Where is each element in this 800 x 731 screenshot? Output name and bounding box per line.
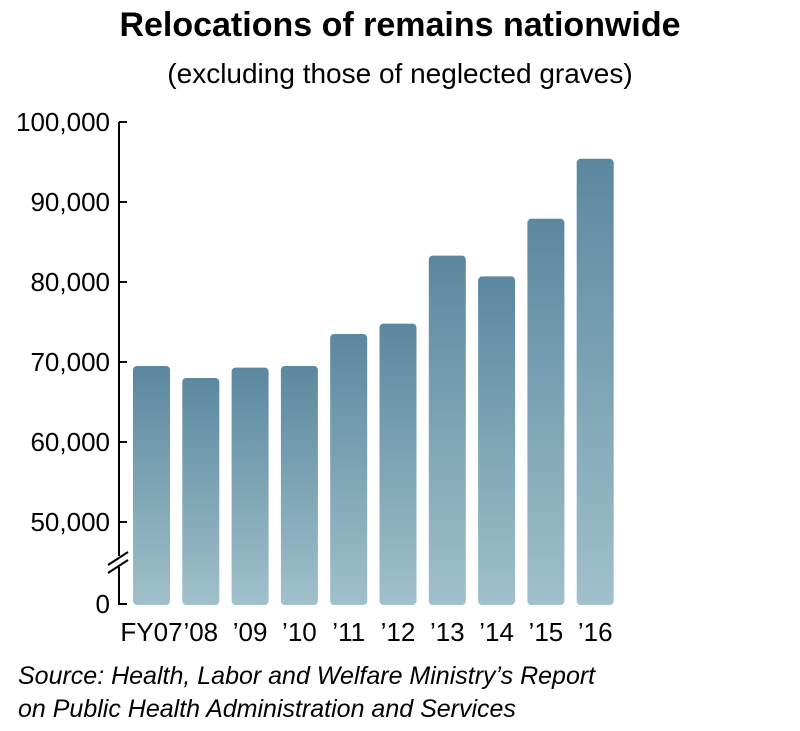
bar-8 — [527, 218, 565, 606]
bar-5 — [379, 323, 417, 605]
chart-subtitle: (excluding those of neglected graves) — [167, 58, 633, 89]
x-tick-label: ’12 — [381, 617, 416, 647]
bar-0 — [133, 366, 170, 605]
x-tick-label: FY07 — [120, 617, 182, 647]
source-line-1: Source: Health, Labor and Welfare Minist… — [18, 662, 596, 690]
x-tick-label: ’10 — [282, 617, 317, 647]
bar-3 — [280, 366, 318, 605]
bar-4 — [330, 334, 368, 605]
y-tick-label: 70,000 — [30, 347, 110, 377]
axis-break-mark — [107, 559, 129, 574]
x-tick-label: ’09 — [233, 617, 268, 647]
x-tick-label: ’15 — [529, 617, 564, 647]
y-tick-label: 0 — [96, 589, 110, 619]
axis-break-mark — [107, 551, 129, 566]
x-tick-label: ’14 — [479, 617, 514, 647]
y-tick-label: 80,000 — [30, 267, 110, 297]
source-line-2: on Public Health Administration and Serv… — [18, 695, 516, 723]
bar-2 — [231, 367, 269, 605]
bar-9 — [576, 158, 614, 606]
bar-1 — [182, 378, 220, 605]
y-tick-label: 60,000 — [30, 427, 110, 457]
x-tick-label: ’08 — [183, 617, 218, 647]
y-tick-label: 100,000 — [16, 107, 110, 137]
source-note: Source: Health, Labor and Welfare Minist… — [18, 660, 595, 726]
x-tick-label: ’16 — [578, 617, 613, 647]
y-tick-label: 90,000 — [30, 187, 110, 217]
chart-title: Relocations of remains nationwide — [119, 6, 681, 44]
y-tick-label: 50,000 — [30, 507, 110, 537]
bar-7 — [478, 276, 516, 605]
bar-6 — [428, 255, 466, 605]
x-tick-label: ’11 — [332, 617, 365, 647]
x-tick-label: ’13 — [430, 617, 465, 647]
